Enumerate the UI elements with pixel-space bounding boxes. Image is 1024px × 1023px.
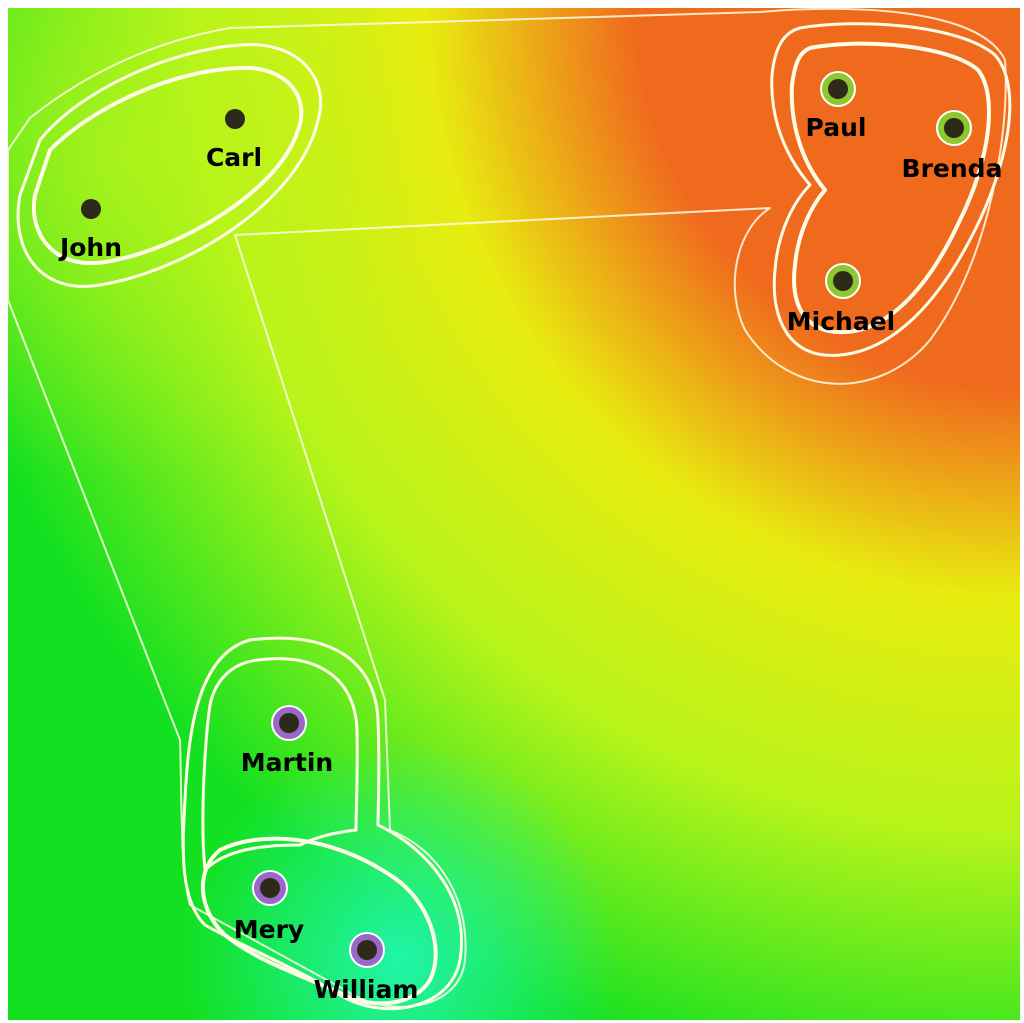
group-b-inner-contour [789, 41, 991, 335]
node-label: William [314, 975, 419, 1004]
outer-contour-path [7, 7, 1007, 1008]
node-label: Michael [787, 307, 895, 336]
group-c-mid-contour [201, 657, 359, 872]
node-label: Mery [234, 915, 304, 944]
node-brenda: Brenda [902, 110, 1003, 183]
node-john: John [58, 199, 122, 262]
node-martin: Martin [241, 705, 333, 777]
node-label: Martin [241, 748, 333, 777]
nodes-layer: John Carl Paul Brenda Michael Martin Mery Willi… [58, 71, 1003, 1004]
group-c-outer-contour [181, 636, 463, 1011]
node-dot [833, 271, 853, 291]
node-paul: Paul [806, 71, 867, 142]
node-label: Brenda [902, 154, 1003, 183]
group-b-outer-contour [770, 22, 1012, 357]
node-william: William [314, 932, 419, 1004]
node-label: Carl [206, 143, 262, 172]
node-label: Paul [806, 113, 867, 142]
node-carl: Carl [206, 109, 262, 172]
node-dot [357, 940, 377, 960]
node-dot [225, 109, 245, 129]
node-dot [279, 713, 299, 733]
contour-lines [7, 7, 1012, 1011]
group-c-inner-contour [200, 836, 438, 1006]
node-dot [944, 118, 964, 138]
node-mery: Mery [234, 870, 304, 944]
node-dot [828, 79, 848, 99]
group-a-outer-contour [16, 43, 323, 288]
node-label: John [58, 233, 122, 262]
node-dot [260, 878, 280, 898]
group-a-inner-contour [31, 65, 304, 266]
node-dot [81, 199, 101, 219]
node-michael: Michael [787, 263, 895, 336]
heatmap-background [8, 8, 1020, 1020]
